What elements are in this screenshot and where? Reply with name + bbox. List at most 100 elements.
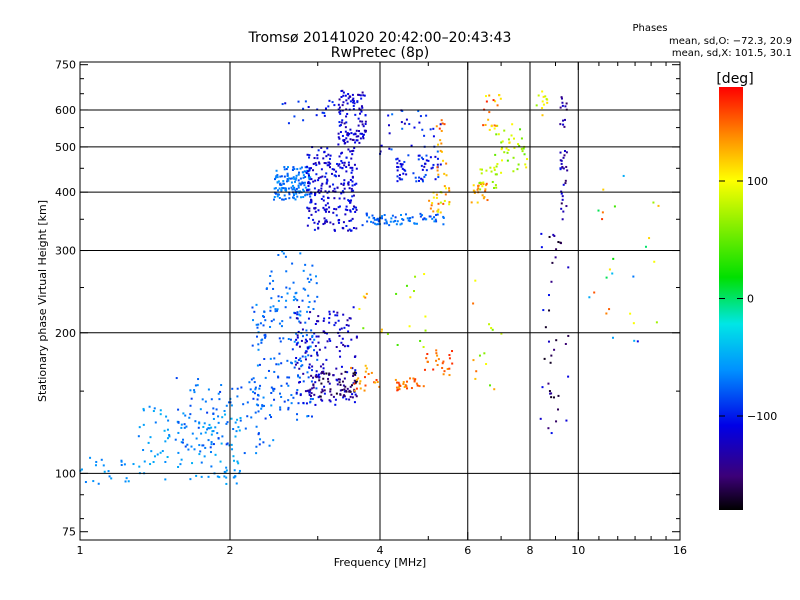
data-point xyxy=(210,465,213,468)
data-point xyxy=(325,208,328,211)
data-point xyxy=(260,341,263,344)
data-point xyxy=(479,168,482,171)
data-point xyxy=(482,183,485,186)
data-point xyxy=(355,336,358,339)
data-point xyxy=(358,307,361,310)
data-point xyxy=(299,252,302,255)
data-point xyxy=(363,94,366,97)
data-point xyxy=(193,448,196,451)
data-point xyxy=(482,197,485,200)
data-point xyxy=(352,306,355,309)
data-point xyxy=(422,218,425,221)
data-point xyxy=(306,224,309,227)
data-point xyxy=(359,112,362,115)
data-point xyxy=(611,272,614,275)
data-point xyxy=(239,419,242,422)
data-point xyxy=(417,158,420,161)
data-point xyxy=(339,389,342,392)
data-point xyxy=(272,198,275,201)
data-point xyxy=(251,306,254,309)
data-point xyxy=(351,138,354,141)
y-tick-label: 500 xyxy=(55,141,76,154)
data-point xyxy=(292,396,295,399)
data-point xyxy=(287,408,290,411)
data-point xyxy=(308,345,311,348)
data-point xyxy=(254,411,257,414)
data-point xyxy=(472,189,475,192)
data-point xyxy=(297,375,300,378)
data-point xyxy=(120,460,123,463)
data-point xyxy=(323,112,326,115)
data-point xyxy=(284,102,287,105)
data-point xyxy=(310,415,313,418)
data-point xyxy=(168,434,171,437)
data-point xyxy=(308,168,311,171)
data-point xyxy=(345,324,348,327)
data-point xyxy=(423,175,426,178)
data-point xyxy=(492,99,495,102)
data-point xyxy=(256,335,259,338)
data-point xyxy=(416,384,419,387)
data-point xyxy=(304,193,307,196)
data-point xyxy=(292,281,295,284)
data-point xyxy=(441,122,444,125)
data-point xyxy=(352,100,355,103)
y-axis-label: Stationary phase Virtual Height [km] xyxy=(36,200,49,402)
data-point xyxy=(272,439,275,442)
data-point xyxy=(307,180,310,183)
data-point xyxy=(295,392,298,395)
data-point xyxy=(177,421,180,424)
data-point xyxy=(322,330,325,333)
data-point xyxy=(389,220,392,223)
data-point xyxy=(290,394,293,397)
data-point xyxy=(419,339,422,342)
data-point xyxy=(396,165,399,168)
data-point xyxy=(291,184,294,187)
data-point xyxy=(419,212,422,215)
data-point xyxy=(501,140,504,143)
data-point xyxy=(267,369,270,372)
data-point xyxy=(355,167,358,170)
data-point xyxy=(257,348,260,351)
data-point xyxy=(495,124,498,127)
data-point xyxy=(334,398,337,401)
data-point xyxy=(309,201,312,204)
chart-subtitle: RwPretec (8p) xyxy=(331,45,429,61)
data-point xyxy=(377,223,380,226)
data-point xyxy=(336,186,339,189)
data-point xyxy=(355,129,358,132)
data-point xyxy=(110,477,113,480)
data-point xyxy=(541,114,544,117)
data-point xyxy=(560,97,563,100)
data-point xyxy=(438,127,441,130)
data-point xyxy=(376,217,379,220)
data-point xyxy=(432,210,435,213)
data-point xyxy=(396,220,399,223)
data-point xyxy=(332,374,335,377)
data-point xyxy=(262,441,265,444)
data-point xyxy=(363,376,366,379)
data-point xyxy=(339,112,342,115)
data-point xyxy=(303,170,306,173)
data-point xyxy=(339,393,342,396)
data-point xyxy=(283,175,286,178)
data-point xyxy=(138,426,141,429)
data-point xyxy=(232,459,235,462)
data-point xyxy=(325,332,328,335)
data-point xyxy=(305,165,308,168)
x-tick-label: 6 xyxy=(464,544,471,557)
data-point xyxy=(353,146,356,149)
data-point xyxy=(494,173,497,176)
data-point xyxy=(344,213,347,216)
data-point xyxy=(563,125,566,128)
data-point xyxy=(190,445,193,448)
data-point xyxy=(336,311,339,314)
data-point xyxy=(342,184,345,187)
data-point xyxy=(442,215,445,218)
data-point xyxy=(286,172,289,175)
data-point xyxy=(313,187,316,190)
data-point xyxy=(199,450,202,453)
data-point xyxy=(304,321,307,324)
data-point xyxy=(547,382,550,385)
